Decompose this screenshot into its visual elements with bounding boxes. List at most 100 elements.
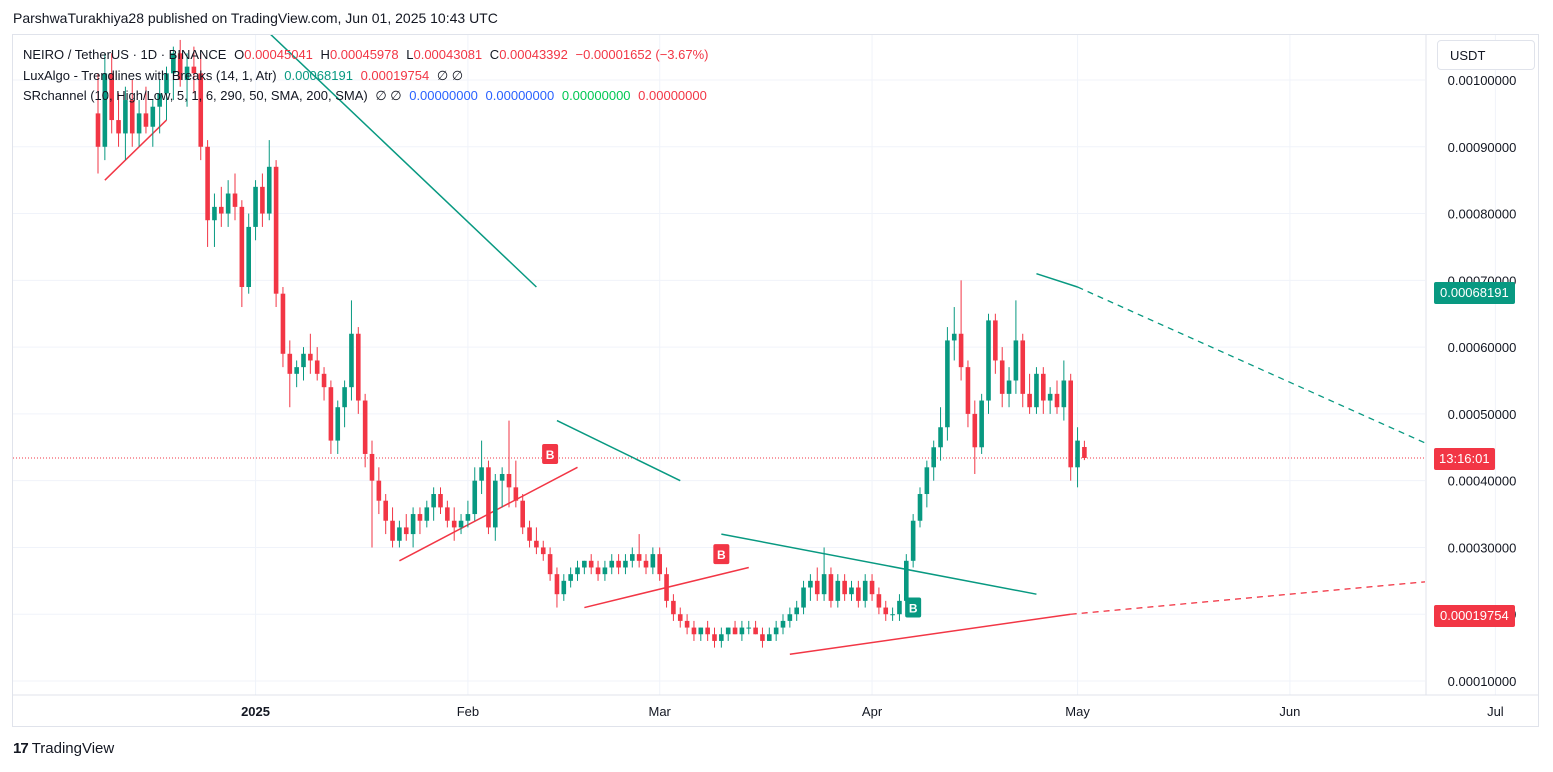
- candle: [410, 507, 416, 548]
- candle-body: [780, 620, 786, 628]
- candle: [1013, 300, 1019, 394]
- candle: [356, 327, 361, 414]
- candle: [739, 620, 745, 641]
- candle: [164, 66, 169, 121]
- candle: [328, 380, 334, 454]
- break-marker-label: B: [909, 602, 918, 616]
- candle-body: [575, 567, 580, 575]
- candle-body: [951, 333, 957, 341]
- candle: [951, 307, 957, 361]
- candle: [746, 620, 752, 635]
- candle-body: [609, 560, 615, 568]
- candle: [705, 620, 710, 641]
- candle: [225, 180, 231, 227]
- candle: [499, 467, 505, 508]
- candle-body: [109, 73, 114, 121]
- low-label: L: [406, 47, 414, 62]
- trendline: [556, 419, 681, 482]
- candle: [1054, 380, 1060, 414]
- trendline-extension: [1077, 286, 1425, 444]
- candle: [773, 620, 779, 641]
- candle-body: [760, 634, 765, 641]
- candle-body: [897, 600, 902, 615]
- candle-body: [184, 66, 190, 80]
- candle-body: [1034, 373, 1039, 408]
- symbol-label[interactable]: NEIRO / TetherUS · 1D · BINANCE: [23, 47, 227, 62]
- trendlines: [13, 35, 1425, 656]
- candle: [1020, 333, 1026, 408]
- candle: [273, 160, 279, 308]
- candle: [486, 460, 491, 535]
- candle-body: [390, 520, 395, 541]
- candle-body: [787, 614, 793, 621]
- trendline: [104, 119, 168, 181]
- x-tick-label: Apr: [862, 704, 883, 719]
- candle-body: [349, 333, 354, 388]
- candle: [671, 594, 676, 621]
- candle: [691, 620, 697, 641]
- candle: [698, 627, 704, 641]
- candle: [171, 46, 176, 101]
- indicator1-name[interactable]: LuxAlgo - Trendlines with Breaks (14, 1,…: [23, 67, 277, 83]
- candle: [616, 554, 621, 575]
- lower-trendline-price-tag: 0.00019754: [1434, 605, 1515, 627]
- candle: [821, 547, 827, 601]
- candle-body: [273, 166, 279, 294]
- candle-body: [753, 627, 758, 635]
- candle: [342, 380, 347, 428]
- candle: [479, 440, 484, 495]
- candle: [862, 574, 868, 608]
- candle-body: [1075, 440, 1080, 468]
- candle-body: [1061, 380, 1067, 408]
- high-label: H: [320, 47, 330, 62]
- candle: [999, 347, 1005, 408]
- candle: [458, 514, 464, 535]
- currency-selector[interactable]: USDT: [1437, 40, 1535, 70]
- candle: [808, 574, 813, 601]
- chart-frame: [12, 34, 1539, 727]
- candle: [260, 173, 265, 227]
- candle: [102, 53, 108, 161]
- candle-body: [691, 627, 697, 635]
- candle-body: [403, 527, 409, 535]
- candle-body: [342, 387, 347, 408]
- candle-body: [143, 113, 149, 127]
- candle: [657, 547, 662, 581]
- candle-body: [821, 574, 827, 595]
- candle: [814, 567, 820, 601]
- candle-body: [588, 560, 594, 568]
- candle: [534, 527, 539, 555]
- candle-body: [862, 580, 868, 601]
- candle: [787, 607, 793, 628]
- candle: [129, 80, 135, 147]
- candle: [451, 507, 457, 541]
- indicator2-name[interactable]: SRchannel (10, High/Low, 5, 1, 6, 290, 5…: [23, 88, 368, 103]
- candle-body: [171, 53, 176, 74]
- indicator2-value4: 0.00000000: [638, 88, 707, 103]
- trendline: [270, 35, 537, 288]
- indicator2-value1: 0.00000000: [409, 88, 478, 103]
- candle: [732, 620, 738, 635]
- candle: [321, 367, 327, 401]
- candle-body: [314, 360, 320, 374]
- candle: [643, 554, 649, 575]
- tradingview-logo[interactable]: 17 TradingView: [13, 740, 114, 757]
- candle-body: [486, 467, 491, 528]
- candle: [527, 520, 532, 548]
- candle-body: [986, 320, 991, 401]
- candle: [588, 554, 594, 575]
- change-value: −0.00001652 (−3.67%): [575, 47, 709, 62]
- candle: [177, 39, 183, 87]
- candle-body: [643, 560, 649, 568]
- candle: [958, 280, 964, 381]
- candle: [684, 614, 690, 635]
- trendline: [789, 613, 1071, 656]
- candle-body: [739, 627, 745, 635]
- indicator1-na: ∅ ∅: [436, 67, 464, 83]
- candle-body: [993, 320, 998, 361]
- candle: [856, 580, 861, 608]
- candle-body: [602, 567, 608, 575]
- high-value: 0.00045978: [329, 47, 399, 62]
- candle-body: [835, 580, 841, 601]
